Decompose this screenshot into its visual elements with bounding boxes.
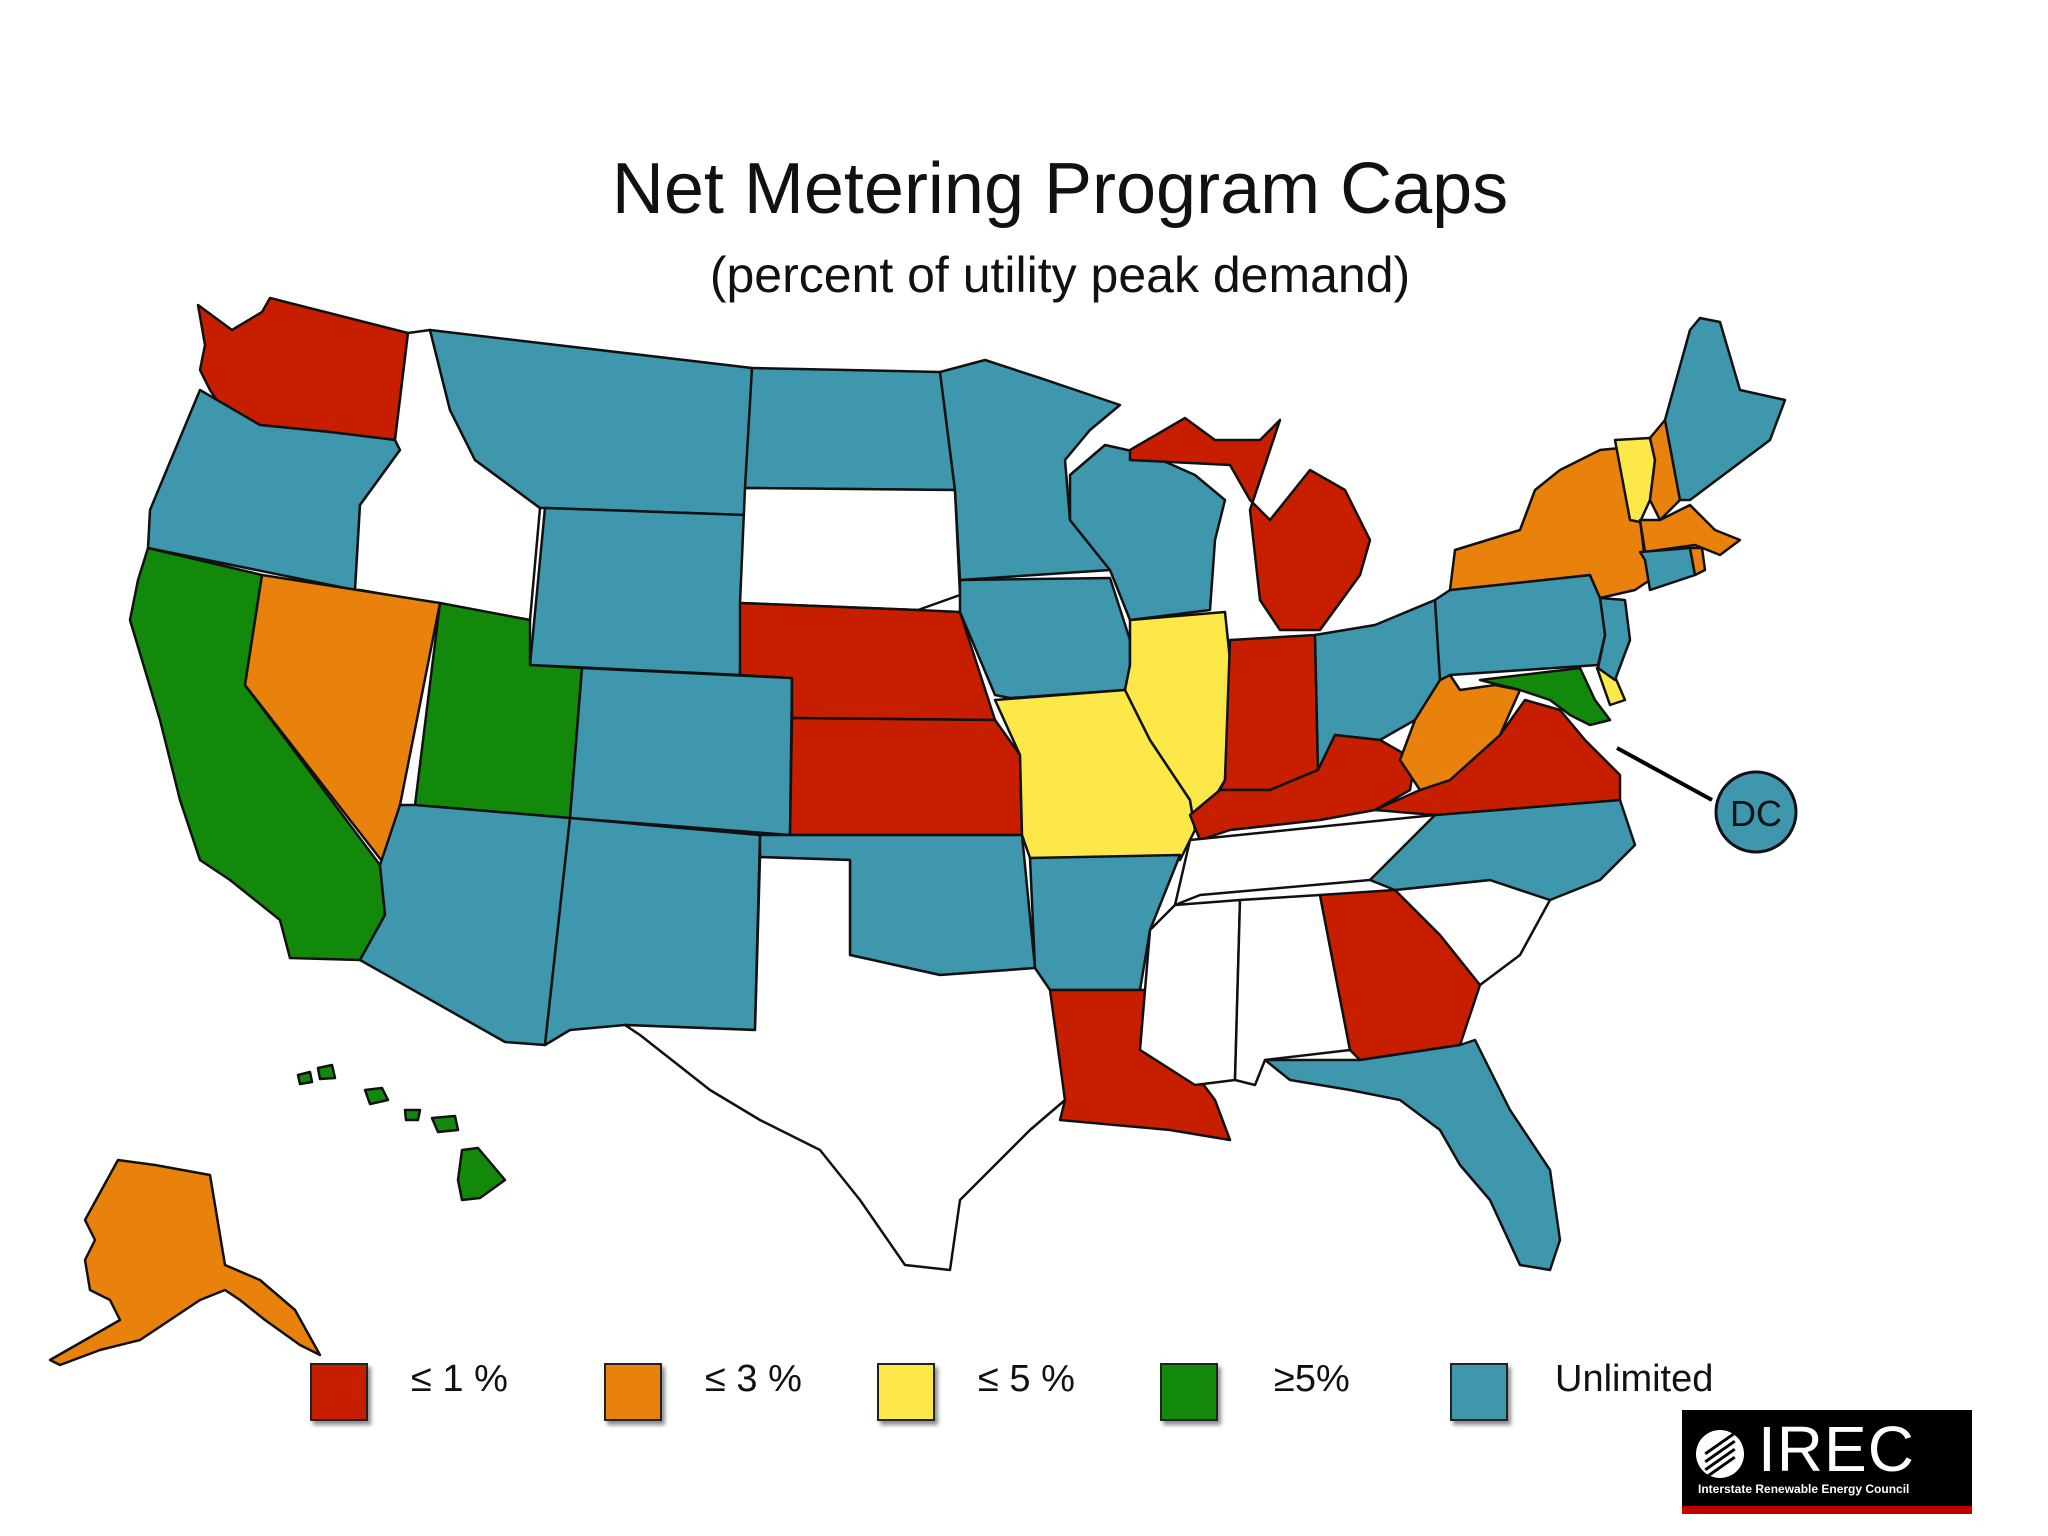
state-ND (743, 366, 957, 492)
state-MI (1128, 416, 1372, 632)
state-AK (48, 1158, 322, 1367)
legend-swatch-ge5 (1160, 1363, 1218, 1421)
state-MN (938, 358, 1122, 582)
legend-label-le1: ≤ 1 % (411, 1358, 508, 1400)
state-MD (1478, 666, 1612, 727)
legend-label-le5: ≤ 5 % (978, 1358, 1075, 1400)
state-IN (1218, 633, 1320, 792)
state-NC (1368, 798, 1637, 902)
state-MS (1138, 898, 1242, 1087)
dc-callout-bubble (1714, 770, 1798, 854)
dc-callout-line (1616, 746, 1713, 802)
irec-logo-tagline: Interstate Renewable Energy Council (1698, 1482, 1910, 1496)
irec-globe-icon (1696, 1430, 1744, 1478)
state-KS (788, 716, 1024, 837)
state-HI (296, 1063, 507, 1202)
legend-swatch-le3 (604, 1363, 662, 1421)
state-RI (1688, 546, 1707, 577)
state-CO (568, 666, 794, 837)
state-NM (543, 816, 762, 1047)
map-subtitle: (percent of utility peak demand) (709, 247, 1411, 303)
state-CA (128, 546, 387, 962)
legend-swatch-le1 (310, 1363, 368, 1421)
dc-callout-label: DC (1730, 793, 1782, 834)
state-SD (738, 486, 962, 612)
state-WY (528, 506, 747, 677)
state-PA (1433, 573, 1607, 682)
state-AZ (358, 803, 572, 1047)
legend-label-unlimited: Unlimited (1555, 1358, 1714, 1400)
irec-logo: IREC Interstate Renewable Energy Council (1682, 1410, 1972, 1514)
state-IA (958, 576, 1132, 700)
irec-logo-wordmark: IREC (1758, 1413, 1915, 1485)
legend-swatch-le5 (877, 1363, 935, 1421)
dc-callout: DC (1616, 746, 1798, 854)
state-FL (1263, 1038, 1562, 1272)
legend-swatch-unlimited (1450, 1363, 1508, 1421)
map-title: Net Metering Program Caps (611, 149, 1509, 229)
state-TX (623, 855, 1067, 1272)
legend-label-ge5: ≥5% (1274, 1358, 1350, 1400)
legend-label-le3: ≤ 3 % (705, 1358, 802, 1400)
state-ME (1663, 316, 1787, 502)
state-CT (1638, 546, 1697, 592)
